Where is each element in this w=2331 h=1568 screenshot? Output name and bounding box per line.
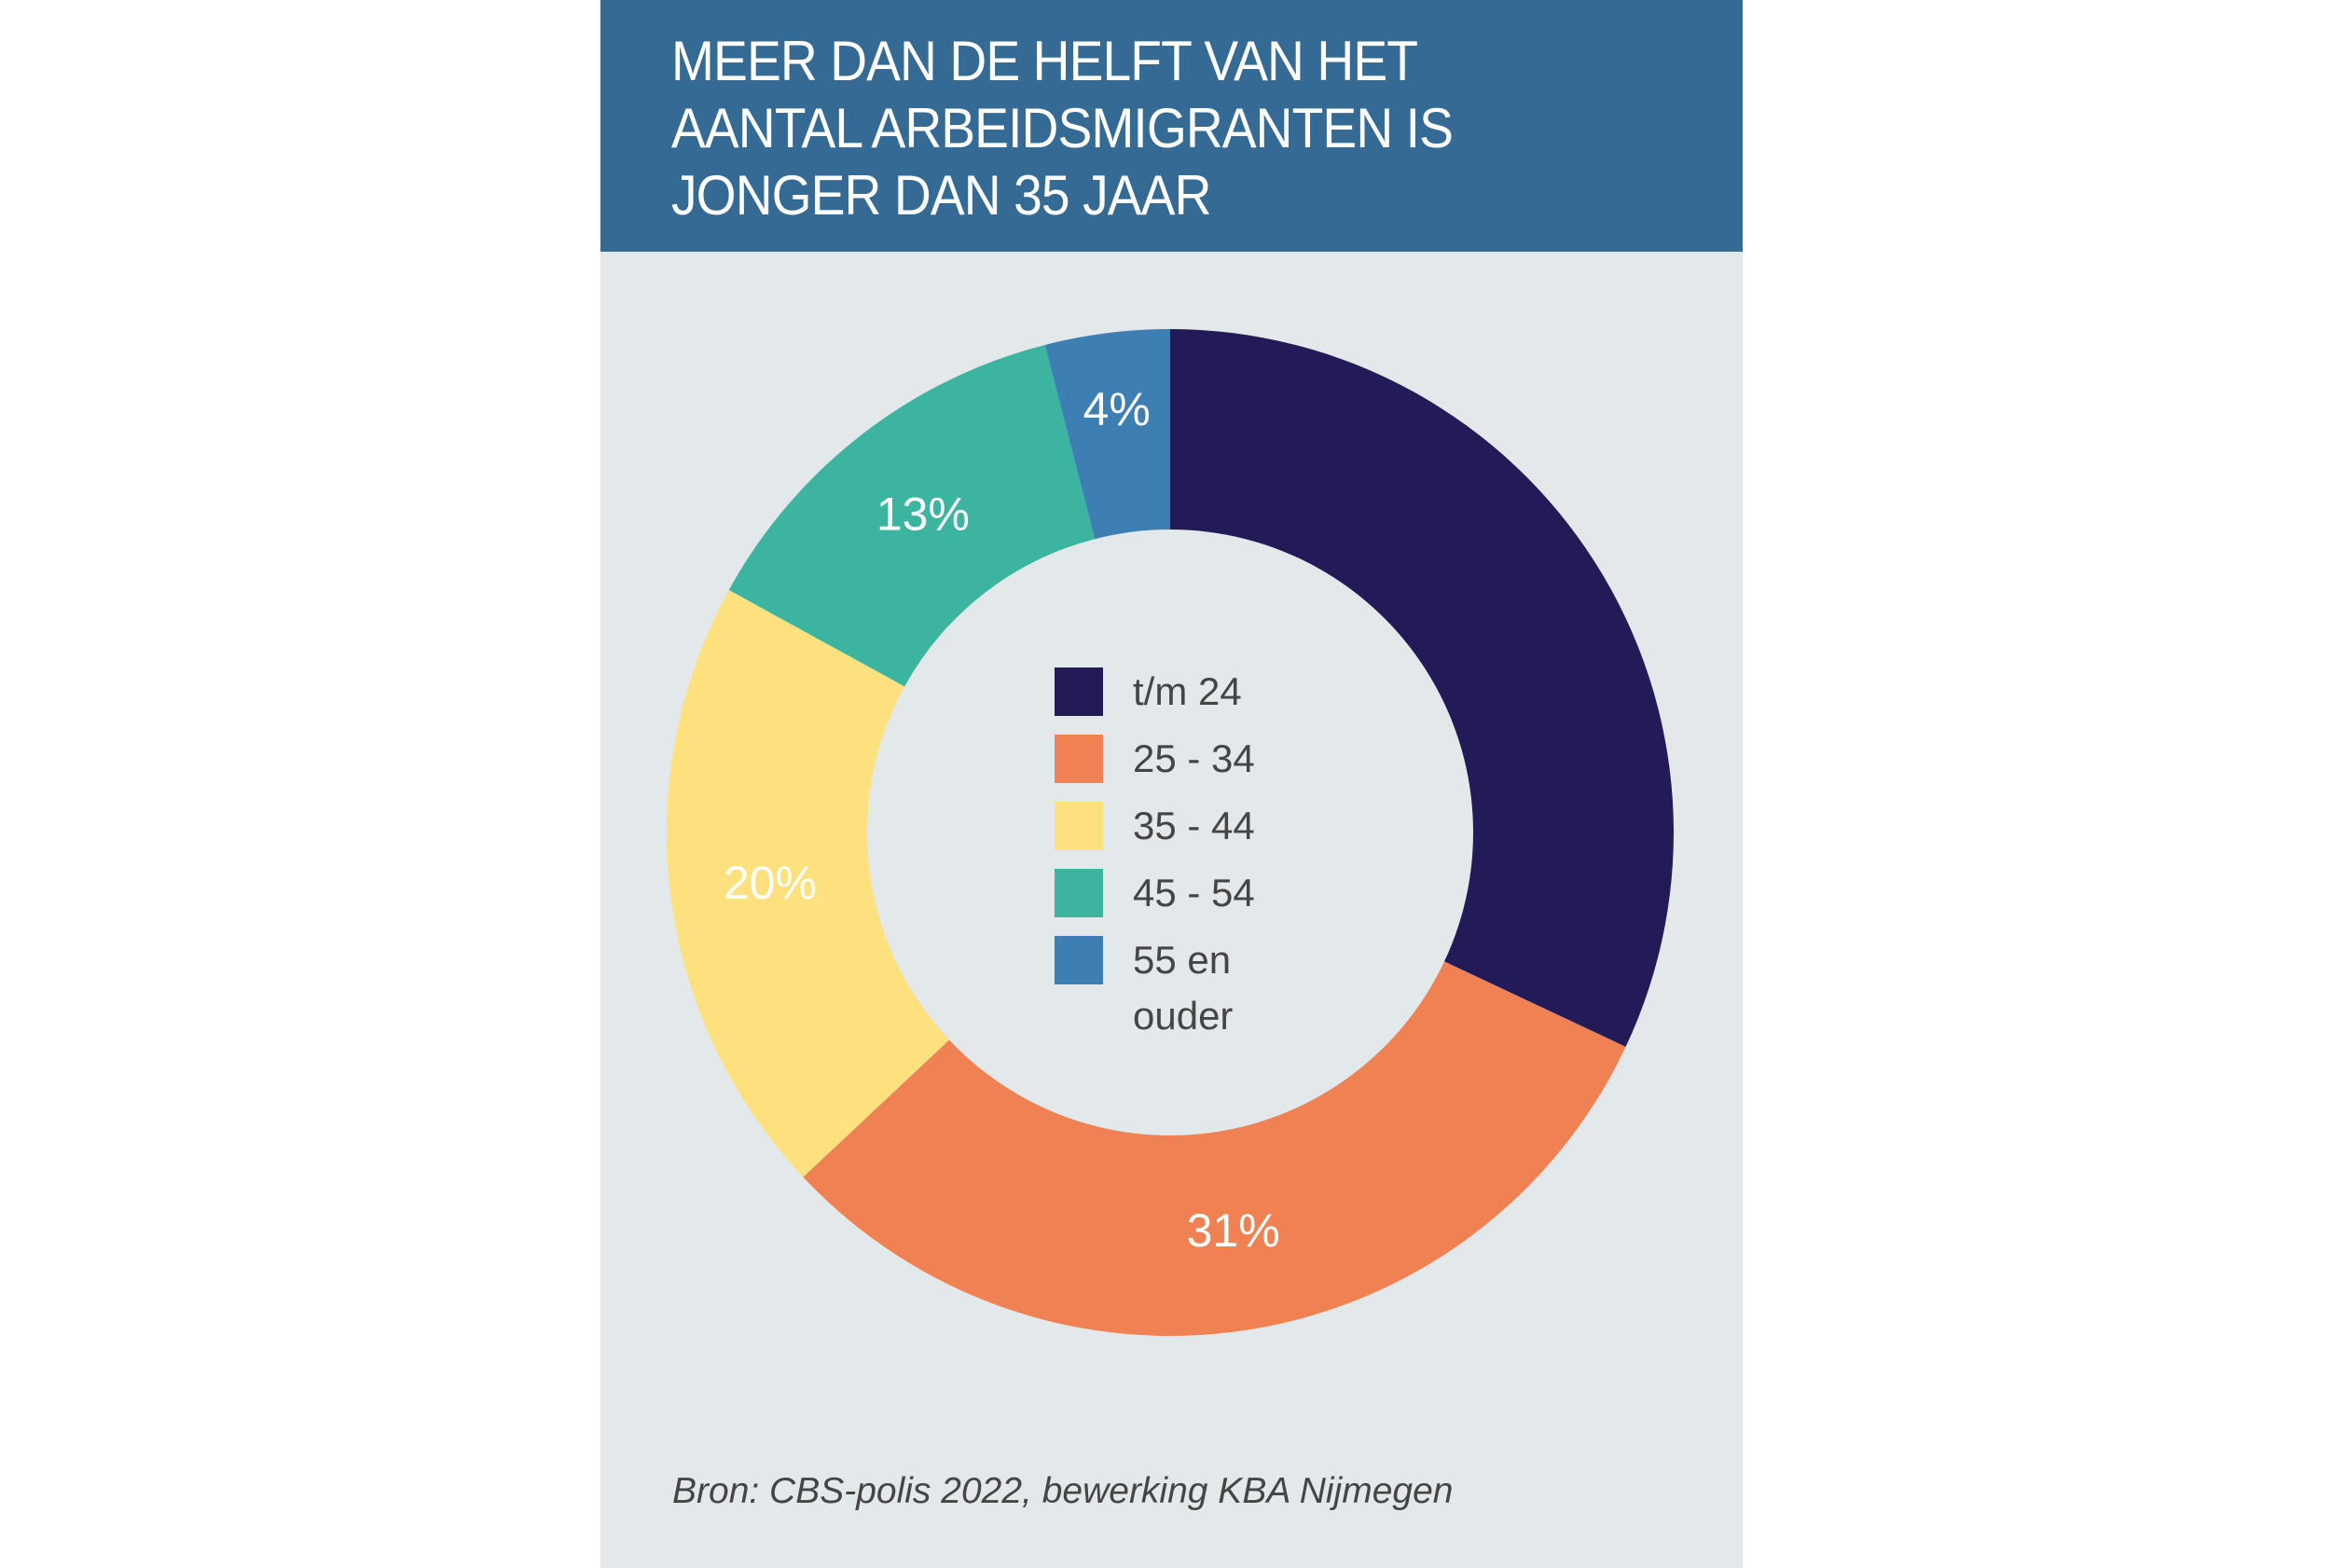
donut-slice-5 [1044,329,1170,540]
legend-swatch [1055,667,1103,716]
data-label: 13% [876,488,970,540]
header-banner: MEER DAN DE HELFT VAN HET AANTAL ARBEIDS… [600,0,1743,252]
donut-slice-1 [1170,329,1674,1047]
legend-label: 25 - 34 [1133,736,1255,780]
legend-item: 25 - 34 [1055,731,1319,798]
legend-swatch [1055,802,1103,850]
chart-title: MEER DAN DE HELFT VAN HET AANTAL ARBEIDS… [671,30,1454,227]
legend-label: 55 en ouder [1133,938,1234,1038]
source-note: Bron: CBS-polis 2022, bewerking KBA Nijm… [672,1471,1454,1511]
legend-item: t/m 24 [1055,664,1319,731]
infographic-panel: MEER DAN DE HELFT VAN HET AANTAL ARBEIDS… [600,0,1743,1568]
donut-slice-3 [667,589,950,1177]
legend: t/m 24 25 - 34 35 - 44 45 - 54 55 en ouder [1055,664,1319,1038]
donut-slice-4 [728,344,1096,687]
legend-swatch [1055,869,1103,917]
data-label: 4% [1083,383,1151,435]
data-label: 20% [724,857,817,909]
legend-swatch [1055,735,1103,783]
legend-item: 35 - 44 [1055,798,1319,865]
legend-swatch [1055,936,1103,984]
legend-item: 55 en ouder [1055,932,1319,1038]
legend-label: 35 - 44 [1133,804,1255,847]
legend-label: t/m 24 [1133,669,1242,713]
data-label: 31% [1187,1204,1280,1257]
legend-item: 45 - 54 [1055,865,1319,932]
donut-slice-2 [803,961,1626,1337]
legend-label: 45 - 54 [1133,871,1255,915]
donut-chart: 31% 20% 13% 4% [667,329,1674,1337]
